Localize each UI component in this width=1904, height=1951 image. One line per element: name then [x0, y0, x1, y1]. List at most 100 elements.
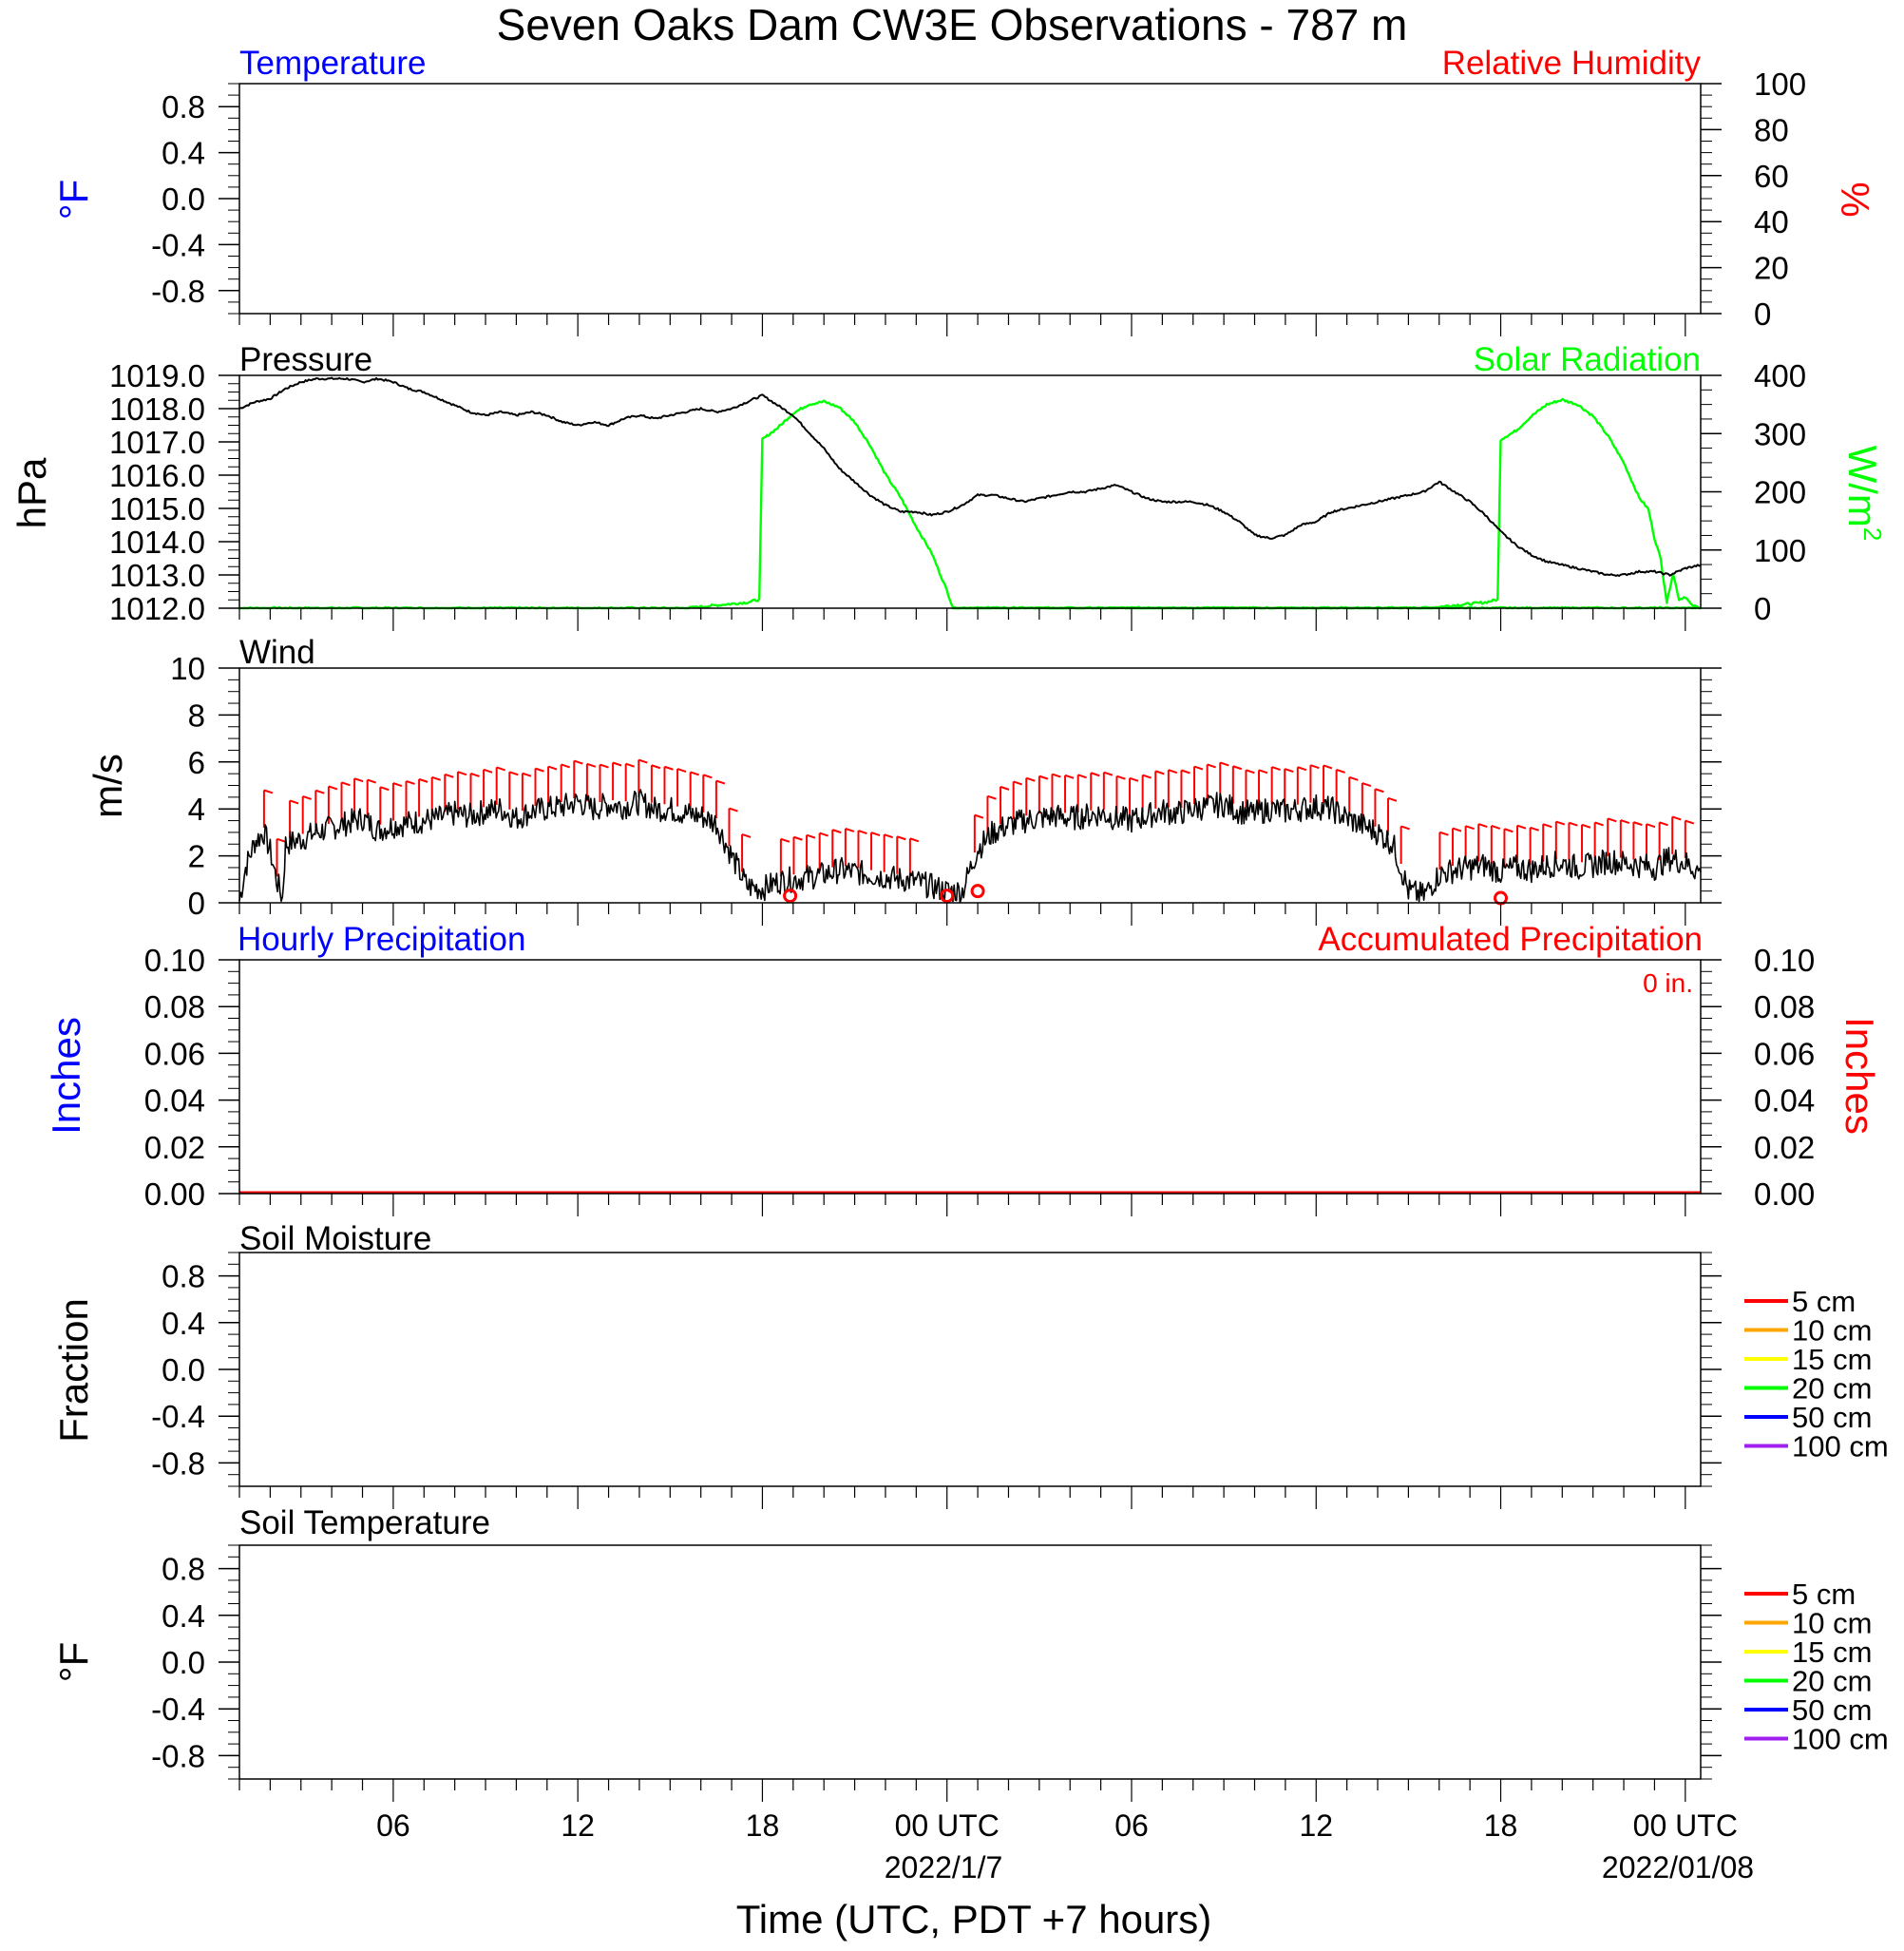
soil-moisture-y-ticks: 0.8 0.4 0.0 -0.4 -0.8 — [151, 1252, 239, 1487]
legend-label: 5 cm — [1792, 1285, 1856, 1318]
calm-wind-marker — [970, 884, 985, 899]
wind-barb-flag — [1348, 775, 1359, 781]
y2-tick-label: 0.00 — [1754, 1176, 1815, 1212]
wind-barb-flag — [1646, 823, 1656, 829]
wind-barb-flag — [819, 832, 828, 837]
soil-temperature-plot-frame — [238, 1544, 1702, 1780]
wind-barb-flag — [1452, 827, 1462, 832]
wind-barb-flag — [1013, 780, 1022, 786]
pressure-panel: Pressure Solar Radiation hPa W/m2 1019.0… — [10, 341, 1887, 626]
y2-tick-label: 60 — [1754, 159, 1789, 194]
y-tick-label: 1016.0 — [109, 458, 205, 493]
y-tick-label: 0.8 — [162, 1552, 205, 1587]
wind-barb-flag — [870, 832, 881, 837]
wind-barb-flag — [831, 829, 842, 834]
wind-barb-flag — [1181, 769, 1190, 775]
wind-plot-frame — [238, 667, 1702, 904]
wind-barb-flag — [884, 833, 893, 839]
wind-barb-flag — [379, 786, 390, 792]
wind-barb-flag — [715, 779, 726, 785]
y-tick-label: 0.8 — [162, 1259, 205, 1294]
y-tick-label: 4 — [188, 792, 205, 827]
legend-label: 15 cm — [1792, 1343, 1872, 1376]
wind-barb-flag — [1310, 764, 1320, 770]
wind-barb-flag — [302, 795, 313, 800]
wind-barb-flag — [535, 767, 544, 773]
pressure-series — [238, 376, 1702, 610]
wind-barb-flag — [392, 782, 403, 787]
wind-barb-flag — [276, 837, 286, 843]
wind-barb-flag — [1168, 769, 1178, 775]
wind-barb-flag — [367, 778, 377, 784]
wind-barb-flag — [457, 771, 467, 776]
humidity-units: % — [1833, 182, 1877, 217]
y-tick-label: 10 — [170, 651, 205, 686]
solar-title: Solar Radiation — [1474, 341, 1701, 378]
wind-barb-flag — [1232, 765, 1243, 771]
temperature-title: Temperature — [239, 45, 426, 82]
wind-barb-flag — [547, 765, 558, 771]
wind-barb-flag — [1671, 815, 1682, 821]
y-tick-label: 0.06 — [144, 1036, 205, 1071]
wind-barb-flag — [1607, 817, 1617, 823]
wind-speed-line — [238, 789, 1702, 904]
y2-tick-label: 0 — [1754, 296, 1771, 332]
wind-barb-flag — [444, 773, 454, 778]
y2-tick-label: 0.10 — [1754, 943, 1815, 978]
y-tick-label: 1019.0 — [109, 358, 205, 393]
soil-moisture-panel: Soil Moisture Fraction 0.8 0.4 0.0 -0.4 -0.8… — [51, 1220, 1889, 1487]
legend-label: 15 cm — [1792, 1635, 1872, 1669]
y-tick-label: 1012.0 — [109, 591, 205, 626]
y2-tick-label: 200 — [1754, 475, 1806, 510]
temperature-plot-frame — [238, 83, 1702, 315]
wind-barb-flag — [418, 777, 428, 783]
wind-barb-flag — [483, 768, 493, 774]
y-tick-label: -0.4 — [151, 1692, 205, 1727]
accum-precip-units: Inches — [1837, 1017, 1882, 1135]
wind-barb-flag — [1387, 796, 1398, 802]
temperature-panel: Temperature Relative Humidity °F % 0.80.… — [51, 45, 1877, 332]
wind-barb-flag — [1258, 769, 1268, 775]
y2-tick-label: 0.02 — [1754, 1130, 1815, 1165]
humidity-title: Relative Humidity — [1442, 45, 1702, 82]
legend-label: 5 cm — [1792, 1578, 1856, 1611]
y-tick-label: 0.10 — [144, 943, 205, 978]
soil-temperature-title: Soil Temperature — [239, 1504, 490, 1541]
wind-barb-flag — [1375, 788, 1384, 794]
wind-barb-flag — [1569, 821, 1578, 827]
wind-barb-flag — [314, 789, 325, 794]
wind-barb-flag — [341, 781, 351, 787]
precip-plot-frame — [238, 959, 1702, 1195]
y-tick-label: 2 — [188, 839, 205, 874]
wind-barb-flag — [1465, 825, 1475, 831]
x-tick-label: 06 — [376, 1808, 410, 1843]
wind-barb-flag — [974, 813, 984, 819]
wind-barb-flag — [600, 763, 609, 769]
y-tick-label: 0.4 — [162, 1306, 205, 1341]
solar-radiation-line — [953, 397, 1701, 610]
wind-barb-flag — [522, 772, 532, 777]
wind-barb-flag — [1284, 768, 1294, 774]
wind-y-ticks: 10 8 6 4 2 0 — [170, 651, 239, 921]
wind-barb-flag — [1633, 821, 1643, 827]
wind-barb-flag — [651, 764, 661, 770]
wind-barb-flag — [1207, 763, 1216, 769]
hourly-precip-units: Inches — [44, 1017, 88, 1135]
wind-barb-flag — [1116, 775, 1126, 780]
y-tick-label: 0.8 — [162, 89, 205, 124]
wind-barb-flag — [1491, 825, 1501, 830]
legend-label: 10 cm — [1792, 1314, 1872, 1348]
wind-barb-flag — [1439, 831, 1449, 836]
x-tick-label: 06 — [1114, 1808, 1149, 1843]
wind-barb-flag — [328, 785, 338, 791]
wind-barb-flag — [573, 759, 583, 765]
wind-barb-flag — [1064, 774, 1075, 779]
y2-tick-label: 0.04 — [1754, 1083, 1815, 1119]
y-tick-label: 1015.0 — [109, 491, 205, 526]
y2-tick-label: 0 — [1754, 591, 1771, 626]
soil-moisture-right-ticks — [1701, 1252, 1722, 1487]
wind-barb-flag — [1400, 825, 1410, 831]
wind-barb-flag — [896, 835, 906, 841]
